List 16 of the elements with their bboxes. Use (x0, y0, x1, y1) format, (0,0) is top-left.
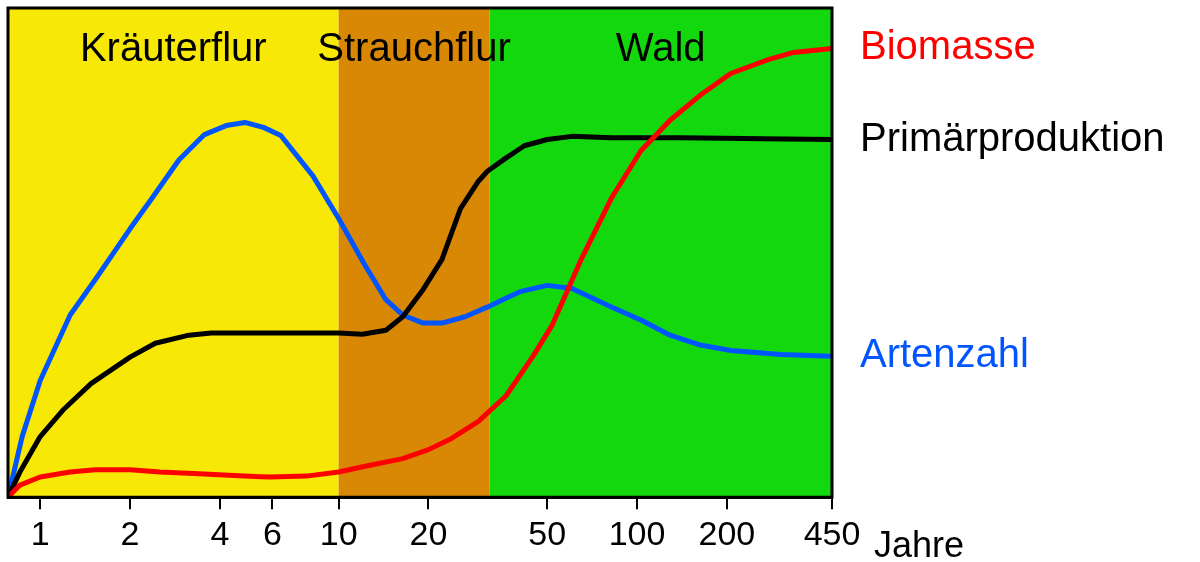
x-tick-label: 10 (319, 513, 358, 552)
x-tick-label: 20 (409, 513, 448, 552)
x-tick-label: 200 (698, 513, 756, 552)
x-axis-title: Jahre (874, 524, 965, 562)
series-label: Artenzahl (860, 331, 1029, 376)
x-tick-label: 100 (608, 513, 666, 552)
x-tick-label: 4 (210, 513, 230, 552)
series-label: Biomasse (860, 23, 1036, 68)
band-label: Kräuterflur (79, 25, 267, 70)
band-label: Wald (615, 25, 706, 70)
series-label: Primärproduktion (860, 114, 1165, 159)
x-tick-label: 450 (803, 513, 861, 552)
x-tick-label: 1 (30, 513, 50, 552)
x-tick-label: 2 (120, 513, 140, 552)
x-tick-label: 50 (528, 513, 567, 552)
x-tick-label: 6 (262, 513, 282, 552)
